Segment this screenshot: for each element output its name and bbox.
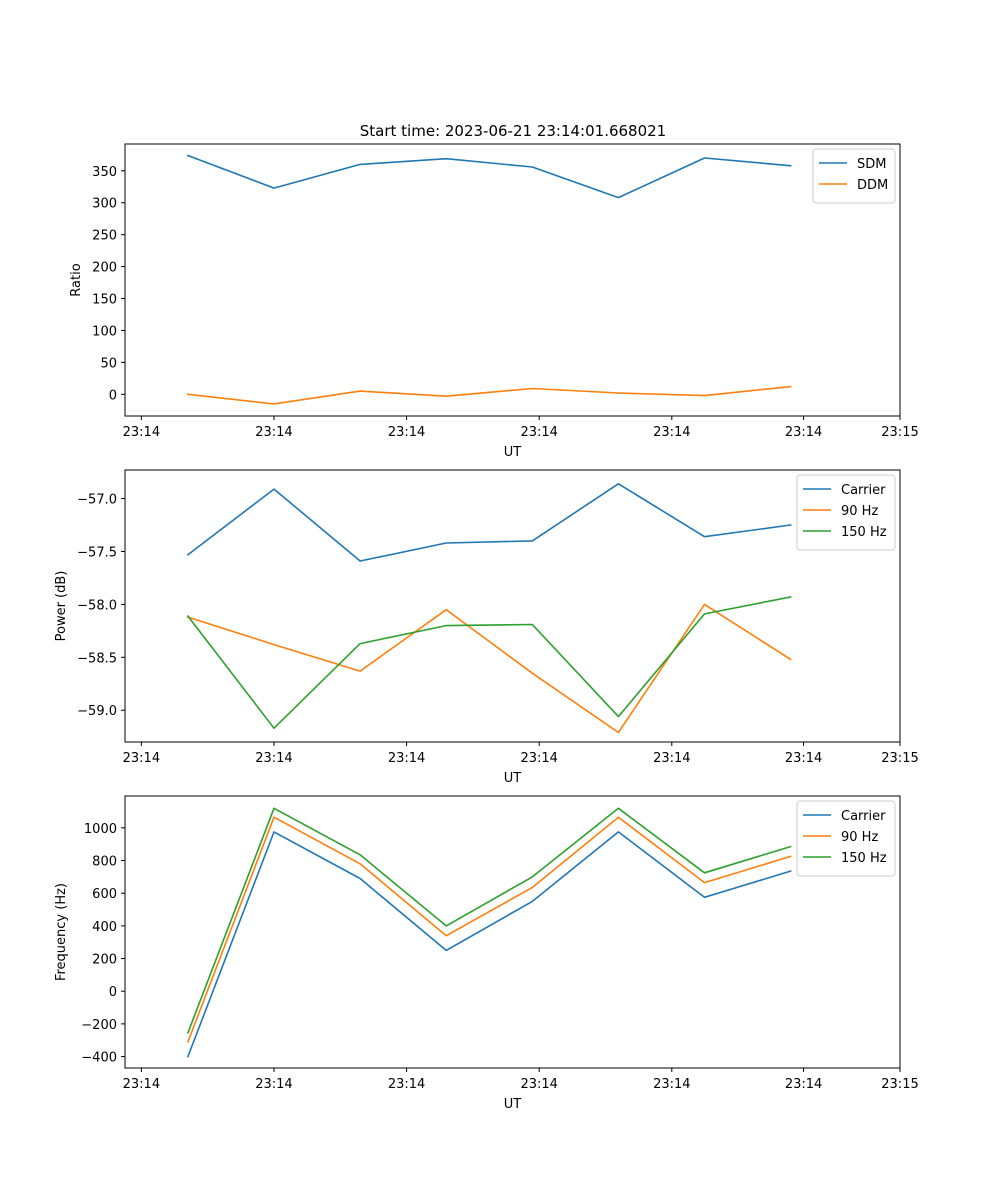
x-tick-label: 23:14: [520, 1077, 557, 1092]
x-axis-label: UT: [504, 771, 522, 786]
y-tick-label: 250: [92, 229, 117, 244]
y-tick-label: 200: [92, 261, 117, 276]
legend-label: Carrier: [841, 483, 886, 498]
x-tick-label: 23:14: [653, 425, 690, 440]
y-tick-label: −57.0: [77, 493, 117, 508]
legend-label: Carrier: [841, 809, 886, 824]
legend: Carrier 90 Hz 150 Hz: [796, 800, 896, 877]
y-tick-label: 0: [109, 985, 117, 1000]
y-tick-label: 0: [109, 388, 117, 403]
series-line-90-hz: [186, 816, 792, 1043]
plot-frame: [124, 469, 901, 743]
series-line-90-hz: [186, 603, 792, 734]
x-tick-label: 23:14: [255, 751, 292, 766]
series-line-ddm: [187, 385, 792, 405]
x-tick-label: 23:14: [388, 751, 425, 766]
x-tick-label: 23:14: [255, 425, 292, 440]
subplot-3: 23:14 23:14 23:14 23:14 23:14 23:14 23:15 −400 −…: [54, 795, 919, 1112]
x-tick-label: 23:14: [123, 1077, 160, 1092]
y-tick-label: 1000: [84, 822, 117, 837]
x-tick-label: 23:14: [255, 1077, 292, 1092]
x-tick-label: 23:15: [881, 751, 918, 766]
subplot-2: 23:14 23:14 23:14 23:14 23:14 23:14 23:15 −59.0…: [54, 469, 919, 786]
y-axis-label: Ratio: [69, 263, 84, 296]
figure-title: Start time: 2023-06-21 23:14:01.668021: [360, 122, 666, 140]
y-tick-label: −400: [81, 1051, 117, 1066]
x-tick-label: 23:14: [653, 1077, 690, 1092]
x-tick-label: 23:14: [785, 751, 822, 766]
series-line-150-hz: [186, 596, 792, 730]
y-tick-label: −57.5: [77, 545, 117, 560]
x-tick-label: 23:14: [785, 1077, 822, 1092]
y-tick-label: −58.5: [77, 651, 117, 666]
legend-label: SDM: [857, 157, 886, 172]
y-tick-label: −59.0: [77, 704, 117, 719]
x-tick-label: 23:14: [785, 425, 822, 440]
series-line-carrier: [186, 831, 792, 1058]
y-tick-label: 400: [92, 920, 117, 935]
x-tick-label: 23:14: [123, 425, 160, 440]
legend-label: 150 Hz: [841, 851, 887, 866]
legend-label: DDM: [857, 178, 888, 193]
series-line-150-hz: [186, 807, 792, 1034]
series-line-carrier: [186, 482, 792, 562]
x-axis-label: UT: [504, 1097, 522, 1112]
y-tick-label: −200: [81, 1018, 117, 1033]
y-tick-label: 100: [92, 324, 117, 339]
y-tick-label: 150: [92, 293, 117, 308]
plot-frame: [124, 795, 901, 1069]
legend: Carrier 90 Hz 150 Hz: [796, 474, 896, 551]
x-tick-label: 23:15: [881, 1077, 918, 1092]
x-tick-label: 23:14: [653, 751, 690, 766]
plot-frame: [124, 143, 901, 417]
x-axis-label: UT: [504, 445, 522, 460]
subplot-1: 23:14 23:14 23:14 23:14 23:14 23:14 23:15 0 50 10…: [69, 143, 919, 460]
legend: SDM DDM: [812, 148, 896, 204]
x-tick-label: 23:15: [881, 425, 918, 440]
x-tick-label: 23:14: [520, 751, 557, 766]
y-tick-label: 600: [92, 887, 117, 902]
subplots: 23:14 23:14 23:14 23:14 23:14 23:14 23:15 0 50 10…: [54, 143, 919, 1112]
x-tick-label: 23:14: [123, 751, 160, 766]
x-tick-label: 23:14: [388, 1077, 425, 1092]
y-tick-label: 800: [92, 855, 117, 870]
y-tick-label: 350: [92, 165, 117, 180]
x-tick-label: 23:14: [388, 425, 425, 440]
y-tick-label: 200: [92, 953, 117, 968]
y-tick-label: −58.0: [77, 598, 117, 613]
y-tick-label: 300: [92, 197, 117, 212]
legend-label: 90 Hz: [841, 830, 878, 845]
y-tick-label: 50: [100, 356, 117, 371]
series-line-sdm: [186, 154, 792, 199]
y-axis-label: Power (dB): [54, 571, 69, 642]
legend-label: 90 Hz: [841, 504, 878, 519]
x-tick-label: 23:14: [520, 425, 557, 440]
y-axis-label: Frequency (Hz): [54, 883, 69, 981]
legend-label: 150 Hz: [841, 525, 887, 540]
